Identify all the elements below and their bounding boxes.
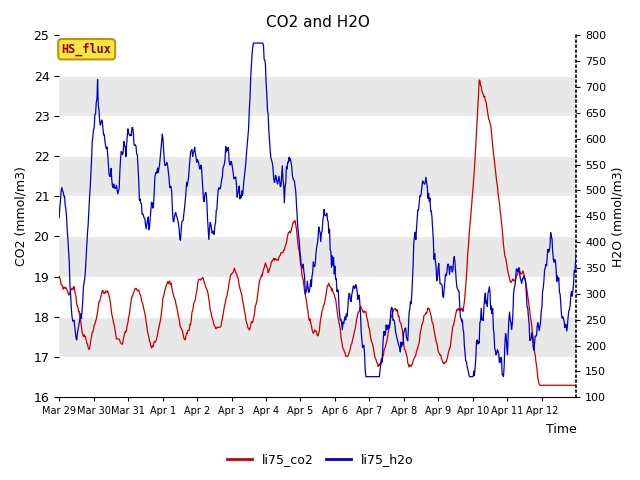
Text: HS_flux: HS_flux <box>61 43 111 56</box>
Legend: li75_co2, li75_h2o: li75_co2, li75_h2o <box>221 448 419 471</box>
Bar <box>59 75 576 116</box>
Bar <box>59 156 576 196</box>
Title: CO2 and H2O: CO2 and H2O <box>266 15 370 30</box>
Bar <box>59 237 576 276</box>
Y-axis label: CO2 (mmol/m3): CO2 (mmol/m3) <box>15 167 28 266</box>
Y-axis label: H2O (mmol/m3): H2O (mmol/m3) <box>612 166 625 266</box>
X-axis label: Time: Time <box>545 423 576 436</box>
Bar <box>59 317 576 357</box>
